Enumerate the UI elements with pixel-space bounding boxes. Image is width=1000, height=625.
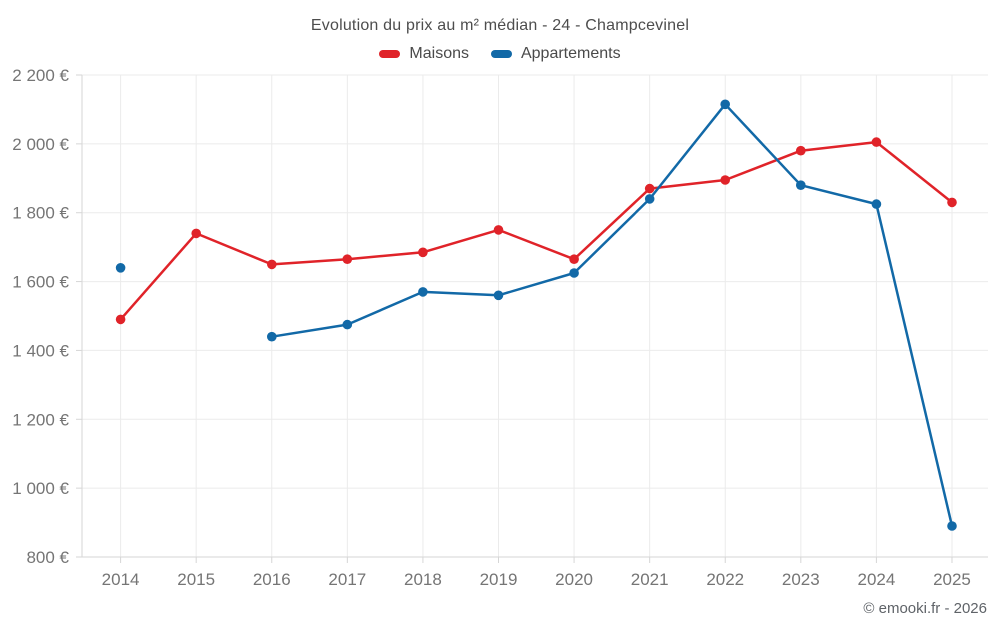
x-tick-label: 2025	[933, 570, 971, 589]
data-point-maisons-2022[interactable]	[720, 175, 730, 185]
y-tick-label: 1 800 €	[12, 204, 69, 223]
legend-item-appartements[interactable]: Appartements	[490, 45, 621, 63]
data-point-maisons-2019[interactable]	[493, 225, 504, 235]
data-point-maisons-2020[interactable]	[569, 254, 579, 264]
x-tick-label: 2021	[631, 570, 669, 589]
data-point-maisons-2017[interactable]	[342, 254, 353, 264]
x-tick-label: 2014	[102, 570, 140, 589]
x-tick-label: 2017	[328, 570, 366, 589]
y-tick-label: 2 200 €	[12, 66, 69, 85]
data-point-appartements-2018[interactable]	[418, 287, 428, 297]
series-line-appartements	[270, 103, 954, 528]
data-point-maisons-2016[interactable]	[267, 259, 277, 270]
x-tick-label: 2022	[706, 570, 744, 589]
data-point-appartements-2023[interactable]	[796, 180, 806, 190]
chart-title: Evolution du prix au m² médian - 24 - Ch…	[310, 17, 690, 34]
x-tick-label: 2020	[555, 570, 593, 589]
x-tick-label: 2015	[177, 570, 215, 589]
data-point-appartements-2022[interactable]	[720, 99, 730, 110]
legend-item-maisons[interactable]: Maisons	[379, 45, 469, 63]
data-point-appartements-2024[interactable]	[871, 199, 882, 209]
data-point-appartements-2016[interactable]	[267, 331, 277, 342]
x-tick-label: 2023	[782, 570, 820, 589]
data-point-maisons-2023[interactable]	[796, 145, 806, 156]
data-point-appartements-2017[interactable]	[342, 319, 353, 330]
y-tick-label: 800 €	[26, 548, 69, 567]
x-tick-label: 2024	[857, 570, 895, 589]
data-point-appartements-2019[interactable]	[493, 290, 504, 301]
appartements-series-swatch-icon	[490, 50, 512, 58]
data-point-maisons-2021[interactable]	[644, 183, 655, 194]
series-line-maisons	[119, 140, 954, 321]
data-point-maisons-2018[interactable]	[418, 247, 428, 258]
legend-label-maisons: Maisons	[409, 45, 469, 62]
copyright-credit: © emooki.fr - 2026	[863, 600, 987, 617]
y-tick-label: 1 000 €	[12, 479, 69, 498]
x-tick-label: 2019	[480, 570, 518, 589]
legend-label-appartements: Appartements	[520, 45, 621, 62]
data-point-appartements-2021[interactable]	[644, 194, 655, 204]
data-point-appartements-2025[interactable]	[947, 521, 957, 531]
data-point-maisons-2014[interactable]	[115, 314, 126, 325]
x-tick-label: 2016	[253, 570, 291, 589]
y-tick-label: 1 200 €	[12, 410, 69, 429]
y-tick-label: 1 600 €	[12, 273, 69, 292]
y-tick-label: 1 400 €	[12, 341, 69, 360]
data-point-maisons-2025[interactable]	[947, 197, 957, 208]
x-tick-label: 2018	[404, 570, 442, 589]
data-point-appartements-2014[interactable]	[115, 263, 126, 273]
y-tick-label: 2 000 €	[12, 135, 69, 154]
data-point-maisons-2024[interactable]	[871, 137, 882, 147]
data-point-maisons-2015[interactable]	[191, 228, 201, 239]
data-point-appartements-2020[interactable]	[569, 268, 579, 278]
chart-legend: Maisons Appartements	[0, 45, 1000, 63]
maisons-series-swatch-icon	[379, 50, 401, 58]
